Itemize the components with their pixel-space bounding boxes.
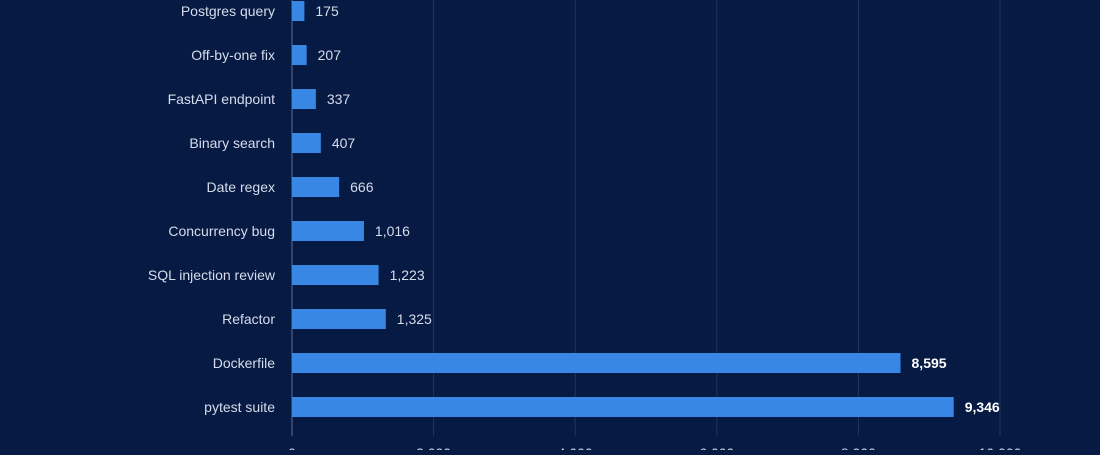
bar [292,309,386,329]
x-axis-ticks: 0 2,000 4,000 6,000 8,000 10,000 [288,445,1022,455]
x-tick-label: 0 [288,445,296,450]
category-label: Concurrency bug [168,223,275,239]
bar [292,133,321,153]
bar [292,45,307,65]
category-label: SQL injection review [148,267,276,283]
bar [292,1,305,21]
bar [292,177,340,197]
value-label: 1,325 [397,311,432,327]
value-label: 1,223 [390,267,425,283]
category-label: Dockerfile [213,355,275,371]
labels: Postgres query 175 Off-by-one fix 207 FastAP… [148,3,1000,415]
x-tick-label: 8,000 [841,445,876,450]
bar [292,265,379,285]
x-tick-label: 10,000 [979,445,1022,450]
x-tick-label: 4,000 [558,445,593,450]
value-label: 175 [315,3,339,19]
bars [292,1,954,417]
value-label: 9,346 [965,399,1000,415]
value-label: 407 [332,135,356,151]
category-label: Binary search [189,135,275,151]
category-label: Date regex [207,179,275,195]
value-label: 1,016 [375,223,410,239]
value-label: 666 [350,179,374,195]
x-tick-label: 6,000 [699,445,734,450]
value-label: 337 [327,91,351,107]
category-label: FastAPI endpoint [168,91,276,107]
value-label: 207 [318,47,342,63]
bar [292,89,316,109]
x-tick-label: 2,000 [416,445,451,450]
bar [292,221,364,241]
category-label: Off-by-one fix [191,47,275,63]
bar [292,353,901,373]
bar [292,397,954,417]
category-label: pytest suite [204,399,275,415]
category-label: Postgres query [181,3,275,19]
category-label: Refactor [222,311,275,327]
value-label: 8,595 [912,355,947,371]
